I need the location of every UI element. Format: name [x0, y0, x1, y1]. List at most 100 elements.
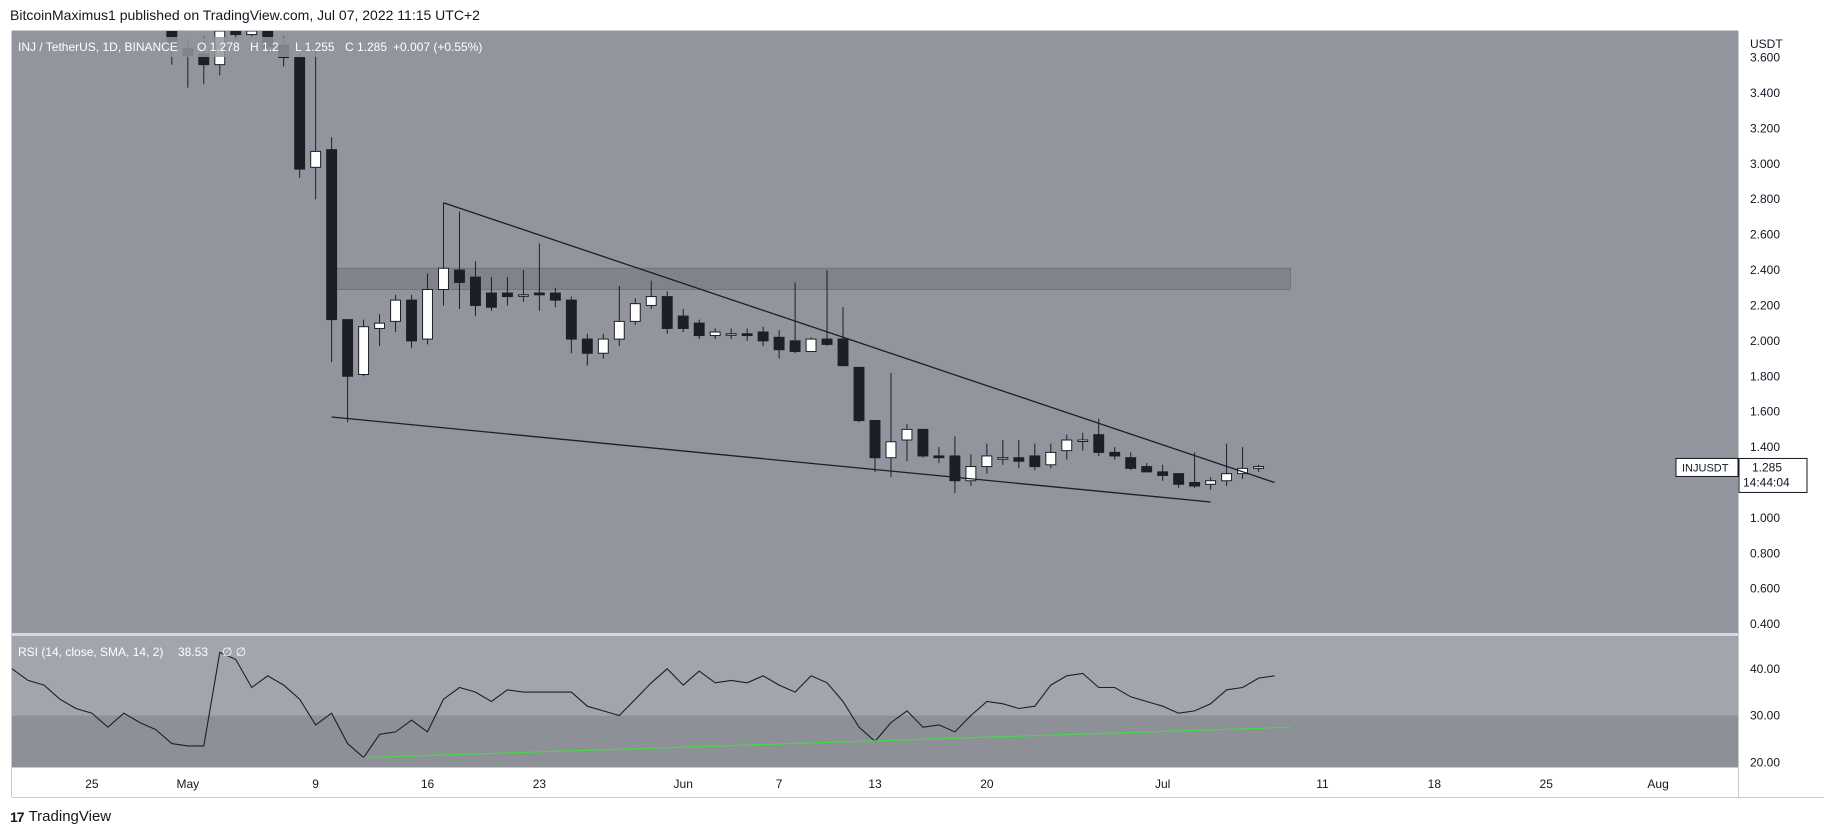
candle-body-down [677, 315, 689, 329]
price-tick-label: 2.000 [1750, 334, 1780, 348]
candle-body-up [997, 457, 1009, 460]
candle [613, 285, 625, 347]
legend-change: +0.007 (+0.55%) [393, 40, 482, 54]
candle-body-down [869, 420, 881, 459]
candle-body-down [1109, 451, 1121, 457]
candle-body-down [326, 149, 338, 321]
candle [981, 443, 993, 474]
candle-body-up [1077, 439, 1089, 443]
candle-body-up [1253, 466, 1265, 469]
candle-body-down [1093, 434, 1105, 453]
candle-body-up [1045, 451, 1057, 466]
time-tick-label: 25 [1540, 777, 1554, 791]
candle-body-down [342, 319, 354, 377]
time-tick-label: Jun [674, 777, 693, 791]
candle-body-down [949, 455, 961, 482]
candle [1205, 477, 1217, 490]
time-axis-ticks: 25 May 9 16 23 Jun 7 13 20 Jul 11 18 25 Aug [85, 777, 1669, 791]
candle-body-up [725, 333, 737, 336]
candle [1221, 443, 1233, 487]
trendline [443, 202, 1275, 484]
candle [693, 319, 705, 340]
candle [1013, 440, 1025, 469]
candle [438, 202, 449, 306]
candle [1237, 447, 1249, 479]
price-tick-label: 2.800 [1750, 192, 1780, 206]
candle [501, 277, 513, 306]
rsi-legend[interactable]: RSI (14, close, SMA, 14, 2) [18, 645, 163, 659]
candle-body-up [901, 428, 913, 441]
candle [1141, 463, 1153, 473]
time-tick-label: 25 [85, 777, 99, 791]
candle-body-up [374, 322, 386, 329]
time-tick-label: 20 [980, 777, 994, 791]
candle [885, 372, 897, 478]
price-tag-symbol-box [1675, 457, 1739, 477]
candle-body-up [310, 150, 322, 168]
price-axis-ticks: 3.600 3.400 3.200 3.000 2.800 2.600 2.400 2.200… [1750, 51, 1780, 632]
candle [310, 46, 322, 200]
candle [246, 31, 258, 37]
time-tick-label: 16 [421, 777, 435, 791]
candle [517, 270, 529, 302]
legend-symbol[interactable]: INJ / TetherUS, 1D, BINANCE [18, 40, 178, 54]
candle-body-down [1125, 457, 1137, 469]
candle-body-down [485, 292, 497, 308]
price-tag-symbol: INJUSDT [1682, 462, 1729, 474]
candle [549, 287, 561, 308]
candle [1157, 464, 1169, 481]
price-tick-label: 1.400 [1750, 440, 1780, 454]
tradingview-logo-icon: 17 [10, 808, 25, 825]
candle [1093, 418, 1105, 456]
price-pane-background [12, 31, 1738, 633]
candle [805, 337, 817, 352]
rsi-layer [12, 651, 1291, 759]
time-tick-label: 11 [1316, 777, 1329, 791]
candle-body-down [1029, 455, 1041, 468]
legend-backdrop [16, 37, 494, 57]
candle [485, 277, 497, 311]
price-tick-label: 2.600 [1750, 228, 1780, 242]
price-tick-label: 2.400 [1750, 263, 1780, 277]
price-tag[interactable]: INJUSDT 1.285 14:44:04 [1675, 457, 1808, 493]
time-tick-label: 9 [312, 777, 319, 791]
price-axis-panel[interactable] [1738, 31, 1824, 767]
candle [1173, 473, 1185, 488]
rsi-band-background [12, 636, 1738, 716]
candle-body-down [406, 299, 417, 342]
candle [1109, 447, 1121, 460]
candle [374, 314, 386, 347]
rsi-value: 38.53 [178, 645, 208, 659]
candle [917, 428, 929, 458]
rsi-support-line [363, 726, 1291, 759]
candle-body-down [581, 338, 593, 354]
time-tick-label: Aug [1647, 777, 1668, 791]
candle [837, 307, 849, 367]
time-axis-panel[interactable] [12, 767, 1738, 797]
candle [1077, 432, 1089, 451]
price-tick-label: 0.400 [1750, 617, 1780, 631]
price-tick-label: 3.400 [1750, 86, 1780, 100]
candle-body-down [837, 338, 849, 367]
price-tick-label: 1.000 [1750, 511, 1780, 525]
candle-body-up [1237, 467, 1249, 475]
tradingview-brand[interactable]: 17 TradingView [10, 808, 111, 825]
price-tag-price: 1.285 [1752, 460, 1782, 474]
candle [757, 326, 769, 347]
price-tick-label: 0.600 [1750, 582, 1780, 596]
candle-body-up [246, 31, 258, 36]
price-axis-title: USDT [1750, 37, 1783, 51]
publisher-line: BitcoinMaximus1 published on TradingView… [10, 7, 480, 23]
price-tick-label: 2.200 [1750, 298, 1780, 312]
price-tick-label: 1.800 [1750, 369, 1780, 383]
candle-body-up [885, 441, 897, 459]
candle [342, 319, 354, 423]
candle [965, 454, 977, 487]
candle [709, 328, 721, 340]
candle-body-up [805, 338, 817, 352]
price-tick-label: 3.000 [1750, 157, 1780, 171]
candle-body-down [230, 31, 242, 36]
time-tick-label: 18 [1428, 777, 1442, 791]
candle [661, 291, 673, 334]
